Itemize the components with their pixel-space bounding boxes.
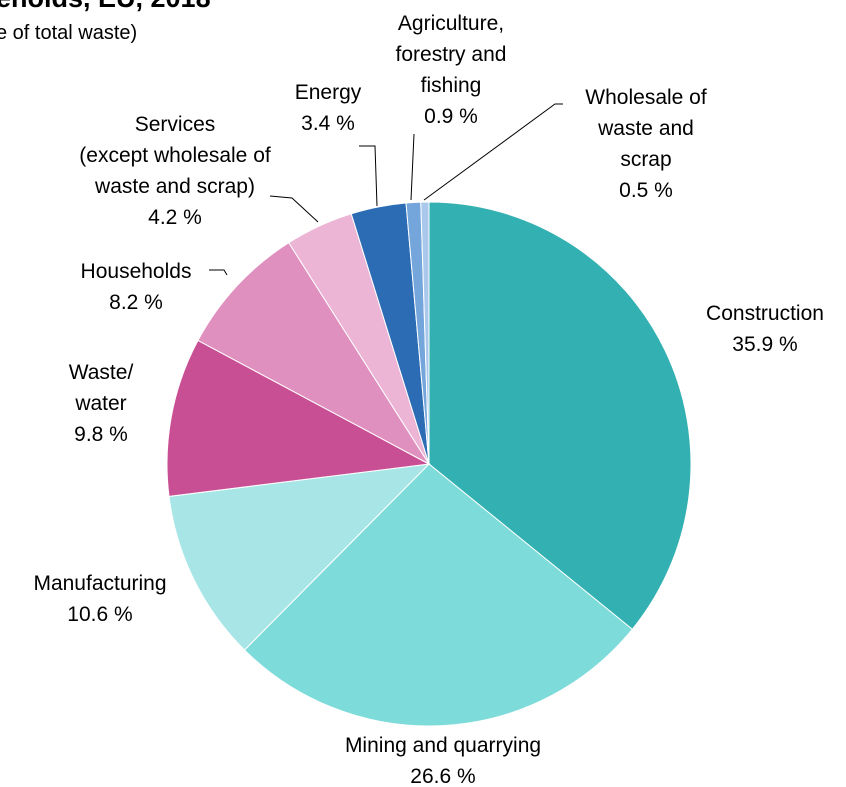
pie-slice-wholesale-of-waste-and-scrap [420,201,430,465]
slice-value-label: 0.9 % [424,105,478,128]
pie-slice-households [197,242,431,466]
slice-value-label: 9.8 % [74,423,128,446]
chart-subtitle: e of total waste) [0,22,138,44]
slice-name-label: waste and [597,117,694,140]
slice-name-label: scrap [620,148,671,171]
slice-name-label: Energy [295,81,362,104]
pie-slice-mining-and-quarrying [243,463,633,727]
data-label-mining-and-quarrying: Mining and quarrying 26.6 % [345,734,541,787]
data-label-agriculture-forestry-and-fishing: Agriculture, forestry and fishing 0.9 % [396,12,507,128]
data-label-construction: Construction 35.9 % [706,302,824,356]
slice-value-label: 10.6 % [67,603,132,626]
leader-line-energy [359,145,378,207]
slice-name-label: Mining and quarrying [345,734,541,757]
data-label-energy: Energy 3.4 % [295,81,362,135]
leader-line-services-except-wholesale-of-waste-and-scrap [269,195,319,223]
slice-value-label: 26.6 % [410,765,475,787]
pie-slice-manufacturing [168,463,431,651]
slice-name-label: Construction [706,302,824,325]
leader-line-wholesale-of-waste-and-scrap [423,103,563,201]
slice-name-label: forestry and [396,43,507,66]
slice-name-label: Services [135,113,216,136]
data-label-waste-water: Waste/water 9.8 % [69,361,134,446]
leader-line-agriculture-forestry-and-fishing [410,133,415,201]
data-label-households: Households 8.2 % [81,260,192,314]
slice-value-label: 4.2 % [148,206,202,229]
data-label-services-except-wholesale-of-waste-and-scrap: Services (except wholesale of waste and sc… [79,113,271,229]
slice-name-label: Manufacturing [33,572,166,595]
slice-name-label: Households [81,260,192,283]
slice-name-label: fishing [421,74,482,97]
slice-name-label: Waste/ [69,361,134,384]
data-label-wholesale-of-waste-and-scrap: Wholesale of waste and scrap 0.5 % [585,86,707,202]
slice-name-label: (except wholesale of [79,144,271,167]
slice-name-label: water [74,392,126,415]
chart-title: eholds, EU, 2018 [0,0,211,14]
slice-value-label: 8.2 % [109,291,163,314]
slice-value-label: 0.5 % [619,179,673,202]
pie-slice-construction [428,201,692,630]
leader-line-households [209,269,228,276]
data-label-manufacturing: Manufacturing 10.6 % [33,572,166,626]
slice-name-label: Agriculture, [398,12,504,35]
slice-name-label: waste and scrap) [94,175,255,198]
slice-value-label: 35.9 % [732,333,797,356]
pie-slice-waste-water [166,339,431,497]
slice-value-label: 3.4 % [301,112,355,135]
slice-name-label: Wholesale of [585,86,707,109]
